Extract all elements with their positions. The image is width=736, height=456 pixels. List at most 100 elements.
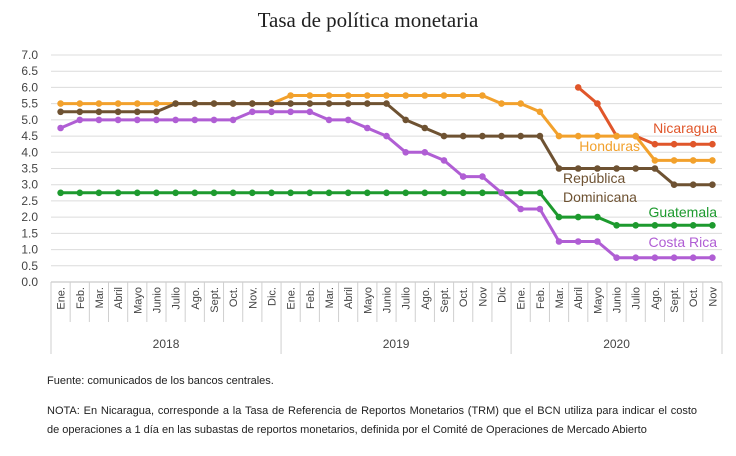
data-point: [651, 157, 659, 164]
y-tick-label: 0.5: [21, 259, 38, 273]
data-point: [555, 165, 563, 172]
line-chart: 0.0 0.5 1.0 1.5 2.0 2.5 3.0 3.5 4.0 4.5 5.0 5.5 6.0 6…: [21, 48, 723, 354]
data-point: [325, 189, 333, 197]
y-tick-label: 4.0: [21, 145, 38, 159]
data-point: [364, 189, 371, 197]
data-point: [364, 124, 371, 132]
x-tick-label: Sept.: [209, 287, 221, 313]
data-point: [325, 100, 333, 107]
data-point: [421, 124, 429, 132]
data-point: [517, 100, 524, 107]
y-tick-label: 3.0: [21, 178, 38, 192]
data-point: [670, 222, 678, 229]
data-point: [498, 132, 505, 140]
data-point: [134, 108, 141, 116]
x-tick-label: Mar.: [324, 287, 336, 308]
data-point: [613, 222, 620, 229]
data-point: [709, 181, 716, 188]
data-point: [594, 100, 601, 107]
data-point: [76, 108, 84, 116]
data-point: [287, 92, 294, 99]
data-point: [57, 100, 64, 107]
data-point: [536, 132, 544, 140]
data-point: [651, 165, 659, 172]
data-point: [268, 189, 275, 197]
data-point: [95, 108, 103, 116]
data-point: [517, 189, 524, 197]
chart-title: Tasa de política monetaria: [257, 8, 479, 32]
data-point: [498, 100, 505, 107]
x-tick-label: Ago.: [420, 287, 432, 310]
data-point: [670, 254, 678, 261]
data-point: [402, 116, 410, 124]
data-point: [632, 132, 639, 140]
data-point: [574, 84, 582, 91]
data-point: [594, 165, 601, 172]
data-point: [57, 108, 64, 116]
data-point: [114, 189, 122, 197]
data-point: [57, 189, 64, 197]
x-tick-label: Abril: [573, 287, 585, 309]
data-point: [249, 189, 256, 197]
data-point: [210, 189, 218, 197]
data-point: [670, 157, 678, 164]
data-point: [134, 100, 141, 107]
data-point: [632, 165, 639, 172]
data-point: [689, 157, 697, 164]
data-point: [306, 108, 314, 116]
data-point: [172, 116, 179, 124]
x-tick-label: Nov: [477, 287, 489, 307]
data-point: [172, 189, 179, 197]
data-point: [134, 189, 141, 197]
data-point: [440, 132, 448, 140]
x-tick-label: Dic: [497, 287, 509, 303]
data-point: [287, 100, 294, 107]
x-tick-label: Julio: [401, 287, 413, 310]
x-tick-label: Ene.: [56, 287, 68, 310]
data-point: [709, 140, 716, 148]
series-label: República: [563, 170, 625, 186]
x-tick-label: Mar.: [554, 287, 566, 308]
x-tick-label: Julio: [171, 287, 183, 310]
data-point: [249, 108, 256, 116]
data-point: [287, 189, 294, 197]
data-point: [498, 189, 505, 197]
data-point: [574, 132, 582, 140]
data-point: [57, 124, 64, 132]
data-point: [613, 254, 620, 261]
x-tick-label: Junio: [382, 287, 394, 313]
data-point: [670, 181, 678, 188]
x-tick-label: Nov: [707, 287, 719, 307]
y-tick-label: 5.5: [21, 97, 38, 111]
data-point: [153, 100, 160, 107]
data-point: [459, 189, 467, 197]
data-point: [574, 165, 582, 172]
y-tick-label: 0.0: [21, 275, 38, 289]
data-point: [459, 92, 467, 99]
x-tick-label: Ago.: [190, 287, 202, 310]
x-tick-label: Sept.: [669, 287, 681, 313]
data-point: [536, 205, 544, 213]
x-tick-label: Dic.: [266, 287, 278, 306]
x-tick-label: Ago.: [650, 287, 662, 310]
data-point: [479, 173, 486, 180]
series-label: Dominicana: [563, 189, 637, 205]
x-tick-label: Mar.: [94, 287, 106, 308]
data-point: [344, 100, 352, 107]
data-point: [536, 108, 544, 116]
y-tick-label: 1.0: [21, 243, 38, 257]
series-label: Nicaragua: [653, 120, 717, 136]
data-point: [114, 108, 122, 116]
data-point: [555, 238, 563, 245]
data-point: [364, 92, 371, 99]
data-point: [229, 116, 237, 124]
year-label: 2019: [383, 337, 410, 351]
data-point: [229, 189, 237, 197]
x-tick-label: Mayo: [592, 287, 604, 314]
x-tick-label: Oct.: [228, 287, 240, 307]
data-point: [364, 100, 371, 107]
data-point: [440, 189, 448, 197]
y-tick-label: 1.5: [21, 226, 38, 240]
x-tick-label: Feb.: [535, 287, 547, 309]
